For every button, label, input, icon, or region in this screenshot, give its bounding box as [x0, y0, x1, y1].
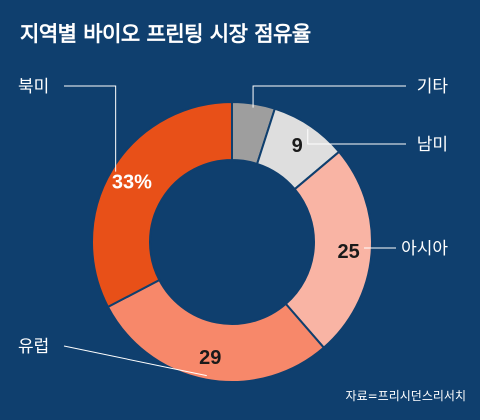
slice-유럽	[106, 278, 326, 383]
value-label-유럽: 29	[199, 347, 221, 369]
value-label-북미: 33%	[112, 171, 152, 193]
leader-line-유럽	[63, 345, 207, 377]
leader-lines-group	[63, 85, 406, 377]
labels-group: 기타 9 남미 25 아시아 29 유럽 33% 북미	[18, 77, 448, 369]
chart-title: 지역별 바이오 프린팅 시장 점유율	[20, 22, 311, 46]
category-label-기타: 기타	[417, 77, 449, 97]
value-label-아시아: 25	[338, 241, 360, 263]
slices-group	[91, 100, 373, 383]
value-label-남미: 9	[292, 135, 303, 157]
slice-북미	[91, 100, 233, 309]
leader-line-기타	[252, 85, 406, 108]
source-note: 자료=프리시던스리서치	[345, 389, 466, 403]
leader-line-남미	[307, 129, 406, 145]
category-label-남미: 남미	[417, 135, 448, 155]
category-label-북미: 북미	[18, 77, 49, 97]
category-label-유럽: 유럽	[18, 337, 49, 357]
slice-아시아	[284, 150, 373, 350]
leader-line-북미	[64, 85, 117, 172]
category-label-아시아: 아시아	[401, 239, 448, 259]
